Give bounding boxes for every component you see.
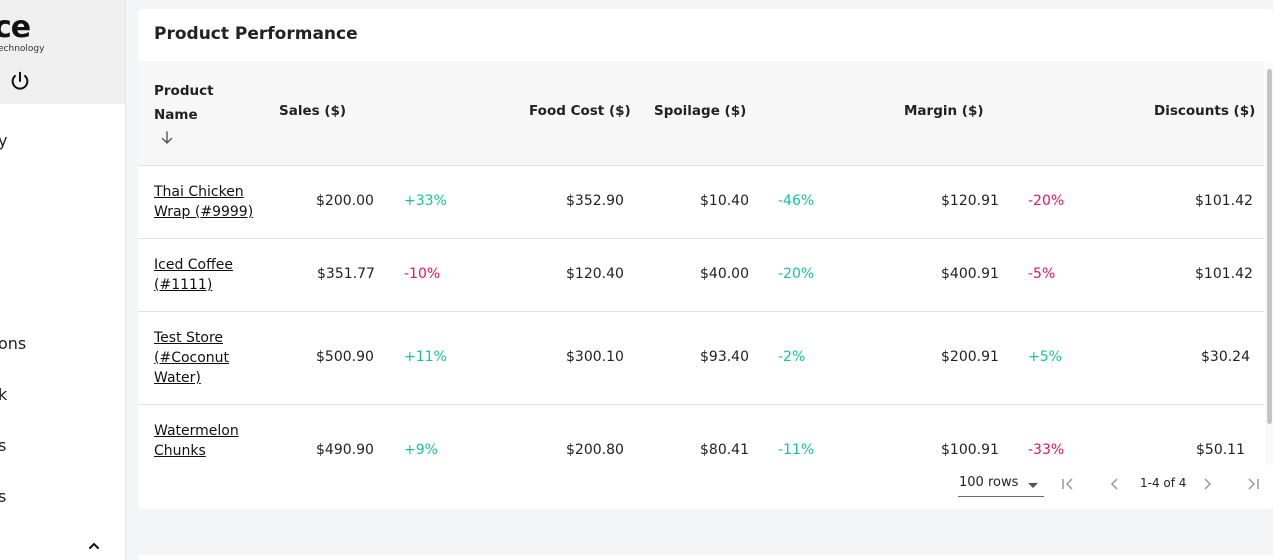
spoilage-delta: -11% bbox=[778, 442, 815, 458]
power-icon[interactable] bbox=[9, 70, 31, 92]
sort-arrow-down-icon[interactable] bbox=[160, 131, 174, 145]
sales-value: $490.90 bbox=[316, 442, 374, 458]
product-link[interactable]: Iced Coffee (#1111) bbox=[154, 257, 233, 293]
spoilage-value: $93.40 bbox=[700, 349, 749, 365]
margin-value: $400.91 bbox=[941, 266, 999, 282]
pagination: 100 rows 1-4 of 4 bbox=[958, 471, 1268, 499]
food-cost-value: $300.10 bbox=[566, 349, 624, 365]
discounts-value: $30.24 bbox=[1201, 349, 1250, 365]
table-row: Thai Chicken Wrap (#9999) $200.00 +33% $… bbox=[138, 166, 1264, 239]
table-row: Test Store (#Coconut Water) $500.90 +11%… bbox=[138, 312, 1264, 405]
sales-delta: -10% bbox=[404, 266, 441, 282]
sales-delta: +33% bbox=[404, 193, 447, 209]
secondary-card bbox=[138, 555, 1273, 560]
spoilage-value: $40.00 bbox=[700, 266, 749, 282]
product-link[interactable]: Watermelon Chunks bbox=[154, 423, 239, 459]
next-page-icon[interactable] bbox=[1198, 475, 1216, 493]
last-page-icon[interactable] bbox=[1244, 475, 1262, 493]
col-product-name[interactable]: Product Name bbox=[154, 83, 214, 123]
food-cost-value: $200.80 bbox=[566, 442, 624, 458]
caret-down-icon bbox=[1028, 483, 1038, 488]
spoilage-delta: -2% bbox=[778, 349, 806, 365]
sidebar: ce echnology y ons k s s bbox=[0, 0, 126, 560]
product-link[interactable]: Thai Chicken Wrap (#9999) bbox=[154, 184, 254, 220]
rows-per-page-value: 100 rows bbox=[959, 475, 1019, 490]
sales-delta: +11% bbox=[404, 349, 447, 365]
scrollbar-thumb[interactable] bbox=[1267, 69, 1272, 424]
col-sales[interactable]: Sales ($) bbox=[279, 103, 347, 119]
sales-delta: +9% bbox=[404, 442, 438, 458]
food-cost-value: $120.40 bbox=[566, 266, 624, 282]
chevron-up-icon[interactable] bbox=[87, 541, 101, 551]
sidebar-item-2[interactable]: ons bbox=[0, 334, 27, 353]
sidebar-item-4[interactable]: s bbox=[0, 436, 6, 455]
sales-value: $351.77 bbox=[317, 266, 375, 282]
discounts-value: $101.42 bbox=[1195, 193, 1253, 209]
sidebar-header: ce echnology bbox=[0, 0, 125, 104]
vertical-scrollbar[interactable] bbox=[1265, 61, 1273, 465]
margin-value: $120.91 bbox=[941, 193, 999, 209]
table-row: Iced Coffee (#1111) $351.77 -10% $120.40… bbox=[138, 239, 1264, 312]
table-header: Product Name Sales ($) Food Cost ($) Spo… bbox=[138, 61, 1264, 166]
page-range: 1-4 of 4 bbox=[1140, 476, 1187, 490]
food-cost-value: $352.90 bbox=[566, 193, 624, 209]
col-margin[interactable]: Margin ($) bbox=[904, 103, 984, 119]
table-row: Watermelon Chunks $490.90 +9% $200.80 $8… bbox=[138, 405, 1264, 465]
margin-delta: -5% bbox=[1028, 266, 1056, 282]
margin-value: $100.91 bbox=[941, 442, 999, 458]
sidebar-item-5[interactable]: s bbox=[0, 487, 6, 506]
margin-delta: -33% bbox=[1028, 442, 1065, 458]
spoilage-delta: -46% bbox=[778, 193, 815, 209]
card-title: Product Performance bbox=[154, 24, 358, 44]
margin-delta: +5% bbox=[1028, 349, 1062, 365]
margin-value: $200.91 bbox=[941, 349, 999, 365]
discounts-value: $101.42 bbox=[1195, 266, 1253, 282]
logo: ce bbox=[0, 10, 31, 45]
first-page-icon[interactable] bbox=[1059, 475, 1077, 493]
col-food-cost[interactable]: Food Cost ($) bbox=[529, 103, 631, 119]
spoilage-value: $10.40 bbox=[700, 193, 749, 209]
sidebar-item-1[interactable]: y bbox=[0, 131, 7, 150]
rows-per-page-select[interactable]: 100 rows bbox=[958, 471, 1044, 497]
product-link[interactable]: Test Store (#Coconut Water) bbox=[154, 330, 230, 386]
prev-page-icon[interactable] bbox=[1106, 475, 1124, 493]
col-spoilage[interactable]: Spoilage ($) bbox=[654, 103, 747, 119]
performance-table: Product Name Sales ($) Food Cost ($) Spo… bbox=[138, 61, 1264, 465]
margin-delta: -20% bbox=[1028, 193, 1065, 209]
sales-value: $200.00 bbox=[316, 193, 374, 209]
logo-subtitle: echnology bbox=[0, 44, 45, 54]
col-discounts[interactable]: Discounts ($) bbox=[1154, 103, 1256, 119]
spoilage-delta: -20% bbox=[778, 266, 815, 282]
spoilage-value: $80.41 bbox=[700, 442, 749, 458]
sidebar-item-3[interactable]: k bbox=[0, 385, 7, 404]
sales-value: $500.90 bbox=[316, 349, 374, 365]
product-performance-card: Product Performance Product Name Sales (… bbox=[138, 9, 1273, 509]
discounts-value: $50.11 bbox=[1196, 442, 1245, 458]
